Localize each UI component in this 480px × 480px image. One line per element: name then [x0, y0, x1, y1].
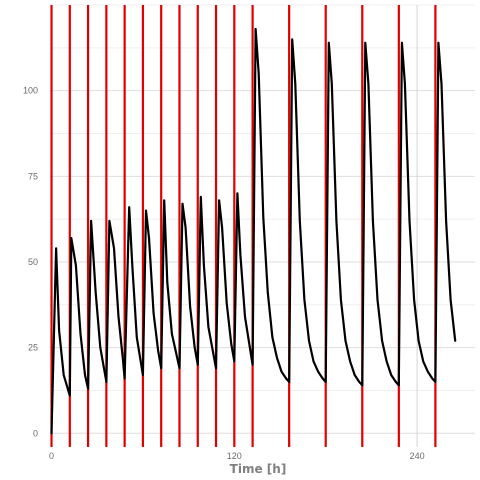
x-axis-ticks: 0 120 240	[49, 451, 425, 461]
series-lines	[50, 27, 457, 435]
y-tick-label: 50	[28, 257, 38, 267]
x-tick-label: 240	[410, 451, 425, 461]
y-tick-label: 0	[33, 428, 38, 438]
concentration-series-line	[50, 27, 457, 435]
y-axis-ticks: 0 25 50 75 100	[23, 86, 38, 439]
y-tick-label: 25	[28, 343, 38, 353]
grid-lines	[50, 4, 475, 447]
x-tick-label: 0	[49, 451, 54, 461]
y-tick-label: 75	[28, 171, 38, 181]
x-axis-title: Time [h]	[230, 462, 287, 476]
y-tick-label: 100	[23, 86, 38, 96]
x-tick-label: 120	[227, 451, 242, 461]
